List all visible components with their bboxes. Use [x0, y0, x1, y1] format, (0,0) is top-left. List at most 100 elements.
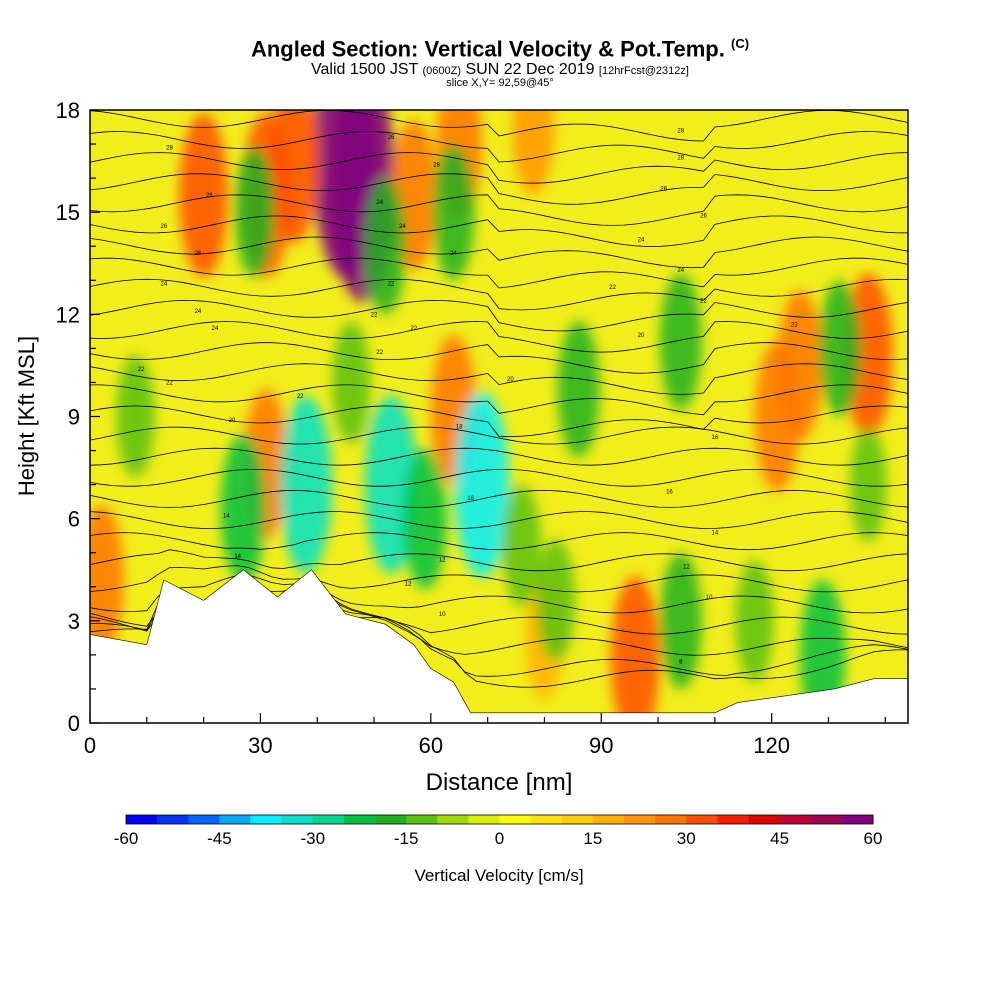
isentrope-label: 20	[229, 418, 236, 424]
colorbar-swatch	[406, 815, 438, 824]
isentrope-line	[90, 469, 908, 487]
isentrope-label: 22	[609, 285, 616, 291]
downdraft-cell	[735, 559, 774, 682]
x-tick-label: 0	[84, 733, 96, 758]
colorbar-swatch	[468, 815, 500, 824]
colorbar-swatch	[592, 815, 625, 824]
isentrope-label: 16	[666, 489, 673, 495]
colorbar-swatch	[281, 815, 314, 824]
colorbar-swatch	[561, 815, 594, 824]
downdraft-cell	[220, 433, 267, 584]
colorbar-swatch	[499, 815, 532, 824]
isentrope-label: 22	[388, 282, 395, 288]
colorbar-tick-label: 0	[495, 829, 504, 848]
downdraft-cell	[800, 579, 846, 723]
isentrope-label: 28	[206, 193, 213, 199]
downdraft-cell	[234, 146, 276, 278]
colorbar-tick-label: 15	[583, 829, 602, 848]
isentrope-label: 24	[677, 268, 684, 274]
y-tick-label: 9	[68, 405, 80, 430]
colorbar-swatch	[530, 815, 563, 824]
isentrope-line	[90, 511, 908, 529]
isentrope-label: 18	[456, 425, 463, 431]
isentrope-label: 24	[161, 282, 168, 288]
colorbar-swatch	[343, 815, 376, 824]
isentrope-label: 24	[399, 224, 406, 230]
colorbar-swatch	[375, 815, 407, 824]
isentrope-line	[90, 321, 908, 353]
x-tick-label: 30	[248, 733, 272, 758]
isentrope-line	[90, 152, 908, 184]
isentrope-label: 24	[195, 309, 202, 315]
colorbar-swatch	[624, 815, 656, 824]
y-tick-label: 18	[56, 98, 80, 123]
downdraft-cell	[659, 552, 702, 689]
isentrope-line	[90, 278, 908, 311]
downdraft-cell	[116, 355, 155, 478]
isentrope-line	[90, 384, 908, 416]
isentrope-labels: 28 28 26 26 24 24 24 22 22 22 20 26 24 24 28 24 22 22 22 22…	[138, 128, 799, 665]
updraft-cell	[179, 113, 229, 278]
isentrope-line	[90, 236, 908, 269]
x-tick-label: 60	[419, 733, 443, 758]
isentrope-label: 24	[450, 251, 457, 257]
slice-info: slice X,Y= 92,59@45°	[446, 77, 554, 89]
colorbar-frame	[125, 814, 874, 825]
isentrope-line	[90, 532, 908, 551]
isentrope-label: 26	[660, 186, 667, 192]
downdraft-cell	[659, 273, 702, 410]
chart-title-text: Angled Section: Vertical Velocity & Pot.…	[250, 36, 725, 62]
colorbar-tick-label: -45	[207, 829, 232, 848]
downdraft-cell	[818, 280, 861, 417]
y-tick-label: 15	[56, 200, 80, 225]
x-tick-label: 90	[589, 733, 613, 758]
isentrope-label: 22	[376, 350, 383, 356]
colorbar-swatch	[779, 815, 812, 824]
colorbar-swatch	[157, 815, 189, 824]
downdraft-cell	[502, 484, 541, 607]
isentrope-line	[90, 363, 908, 395]
isentrope-line	[90, 257, 908, 289]
isentrope-label: 22	[166, 380, 173, 386]
valid-time: Valid 1500 JST	[311, 61, 419, 78]
y-tick-label: 6	[68, 507, 80, 532]
isentrope-label: 26	[700, 214, 707, 220]
isentrope-label: 16	[712, 435, 719, 441]
isentrope-label: 10	[439, 612, 446, 618]
y-axis: 0 3 6 9 12 15 18	[56, 98, 100, 736]
isentrope-label: 12	[439, 558, 446, 564]
colorbar-swatch	[810, 815, 843, 824]
updraft-cell	[512, 110, 555, 196]
isentrope-label: 14	[223, 513, 230, 519]
isentrope-line	[90, 447, 908, 466]
isentrope-label: 26	[388, 135, 395, 141]
colorbar-swatch	[841, 815, 874, 824]
isentrope-label: 28	[677, 128, 684, 134]
downdraft-cell	[332, 321, 371, 444]
colorbar-tick-label: -15	[394, 829, 419, 848]
isentrope-label: 14	[712, 530, 719, 536]
colorbar-swatch	[717, 815, 749, 824]
isentrope-line	[90, 342, 908, 374]
downdraft-cell	[454, 391, 510, 578]
colorbar-swatch	[126, 815, 158, 824]
isentrope-line	[90, 110, 908, 142]
isentrope-line	[90, 194, 908, 226]
colorbar-swatch	[312, 815, 345, 824]
colorbar-swatch	[188, 815, 220, 824]
isentrope-label: 26	[195, 251, 202, 257]
isentrope-label: 8	[679, 660, 683, 666]
x-axis: 0 30 60 90 120	[84, 713, 886, 758]
downdraft-cell	[279, 395, 333, 574]
colorbar-swatch	[250, 815, 283, 824]
downdraft-cell	[403, 447, 447, 590]
isentrope-label: 12	[683, 564, 690, 570]
chart-title: Angled Section: Vertical Velocity & Pot.…	[0, 36, 1000, 62]
y-tick-label: 12	[56, 302, 80, 327]
isentrope-label: 20	[507, 377, 514, 383]
isentrope-line	[90, 215, 908, 247]
y-tick-label: 3	[68, 609, 80, 634]
chart-title-mark: (C)	[731, 36, 750, 51]
isentrope-line	[90, 574, 908, 614]
colorbar-tick-label: -30	[300, 829, 325, 848]
